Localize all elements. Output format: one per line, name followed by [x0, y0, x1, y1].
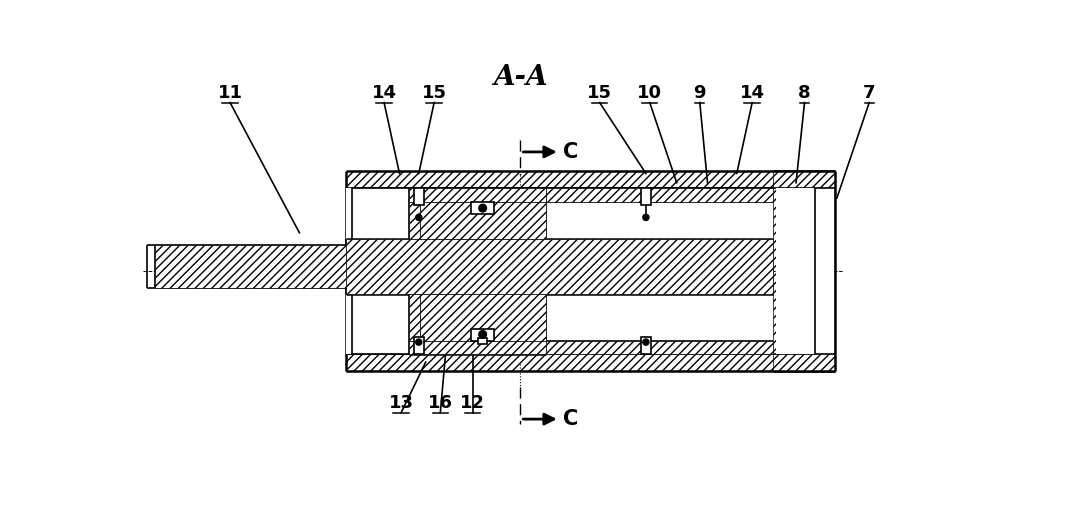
Bar	[773, 171, 835, 371]
Bar	[777, 188, 835, 354]
Bar	[408, 295, 419, 341]
Bar	[346, 239, 773, 295]
Bar	[346, 354, 835, 371]
Circle shape	[478, 331, 486, 338]
Text: 9: 9	[693, 84, 706, 102]
Bar	[408, 341, 545, 354]
Circle shape	[643, 339, 649, 345]
Text: 14: 14	[372, 84, 396, 102]
Circle shape	[478, 204, 486, 212]
Bar	[154, 245, 346, 288]
Text: 12: 12	[460, 394, 485, 412]
Circle shape	[643, 214, 649, 221]
Text: C: C	[563, 409, 578, 429]
Text: 8: 8	[798, 84, 811, 102]
Text: 13: 13	[389, 394, 414, 412]
Text: A-A: A-A	[494, 64, 548, 91]
Bar	[642, 337, 651, 354]
Bar	[346, 171, 835, 188]
Text: C: C	[563, 142, 578, 162]
Bar	[346, 188, 773, 354]
Bar	[408, 188, 545, 202]
Text: 15: 15	[588, 84, 612, 102]
Circle shape	[416, 214, 422, 221]
Bar	[471, 202, 495, 213]
Text: 16: 16	[428, 394, 453, 412]
Text: 15: 15	[421, 84, 447, 102]
Bar	[642, 188, 651, 205]
Text: 7: 7	[863, 84, 876, 102]
Bar	[478, 338, 487, 344]
Bar	[815, 188, 835, 354]
Bar	[545, 341, 773, 354]
Text: 14: 14	[740, 84, 765, 102]
Circle shape	[416, 339, 422, 345]
Bar	[414, 337, 424, 354]
Bar	[414, 188, 424, 205]
Bar	[419, 295, 545, 341]
Bar	[545, 188, 773, 202]
Text: 11: 11	[217, 84, 243, 102]
Bar	[471, 329, 495, 341]
Text: 10: 10	[637, 84, 662, 102]
Bar	[419, 202, 545, 239]
Bar	[408, 202, 419, 239]
